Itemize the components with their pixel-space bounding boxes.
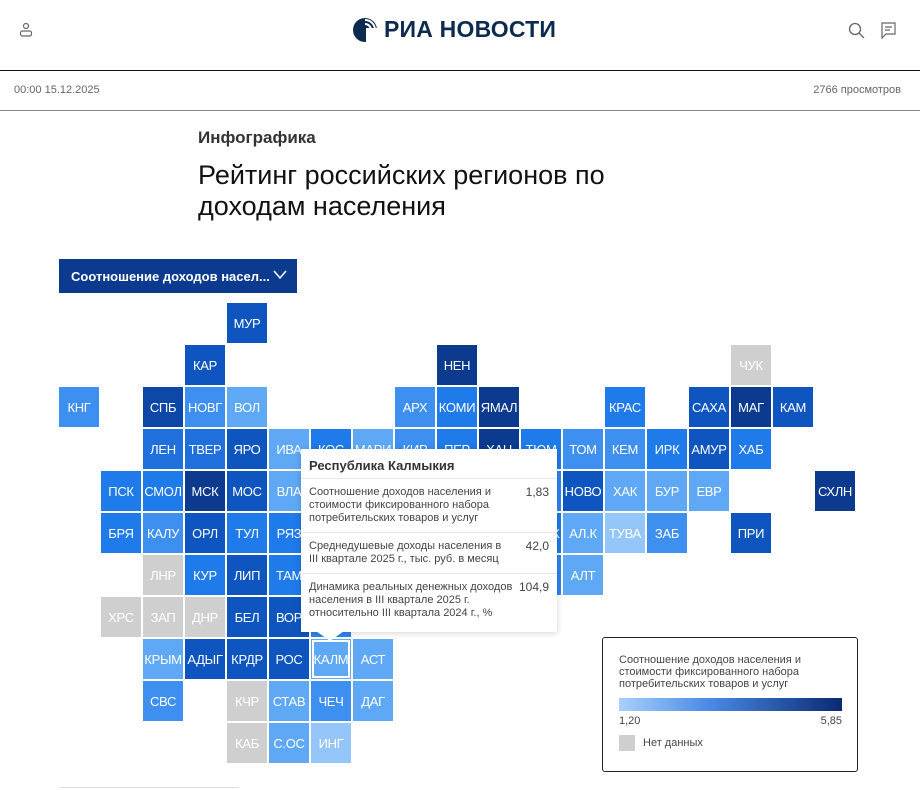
- region-tile[interactable]: ТУЛ: [227, 513, 267, 553]
- legend-gradient-bar: [619, 698, 842, 711]
- region-tile[interactable]: ТУВА: [605, 513, 645, 553]
- tooltip-row-label: Динамика реальных денежных доходов насел…: [309, 581, 513, 619]
- region-tile[interactable]: ХАК: [605, 471, 645, 511]
- region-tile[interactable]: РОС: [269, 639, 309, 679]
- region-tile[interactable]: КРДР: [227, 639, 267, 679]
- region-tile[interactable]: БРЯ: [101, 513, 141, 553]
- search-icon[interactable]: [848, 22, 865, 44]
- region-tile[interactable]: ПРИ: [731, 513, 771, 553]
- region-tile[interactable]: ХАБ: [731, 429, 771, 469]
- tooltip-row: Динамика реальных денежных доходов насел…: [301, 574, 557, 627]
- region-tile[interactable]: АЛТ: [563, 555, 603, 595]
- tooltip-row: Среднедушевые доходы населения в III ква…: [301, 533, 557, 574]
- comments-icon[interactable]: [881, 22, 896, 44]
- region-tile[interactable]: МОС: [227, 471, 267, 511]
- region-tile[interactable]: БЕЛ: [227, 597, 267, 637]
- legend-max: 5,85: [820, 715, 842, 727]
- logo-globe-icon: [353, 17, 378, 43]
- divider: [59, 787, 239, 788]
- region-tile[interactable]: БУР: [647, 471, 687, 511]
- region-tile[interactable]: ЯМАЛ: [479, 387, 519, 427]
- publish-datetime: 00:00 15.12.2025: [14, 84, 100, 96]
- tooltip-row-value: 42,0: [525, 539, 549, 553]
- header-divider: [0, 70, 920, 71]
- region-tile[interactable]: КЧР: [227, 681, 267, 721]
- region-tile[interactable]: ТВЕР: [185, 429, 225, 469]
- region-tile[interactable]: МСК: [185, 471, 225, 511]
- tooltip-row-value: 104,9: [518, 580, 549, 594]
- article-kicker[interactable]: Инфографика: [198, 128, 316, 147]
- region-tile[interactable]: АЛ.К: [563, 513, 603, 553]
- region-tile[interactable]: ОРЛ: [185, 513, 225, 553]
- legend-title: Соотношение доходов населения и стоимост…: [619, 654, 801, 690]
- color-legend: Соотношение доходов населения и стоимост…: [602, 637, 858, 772]
- region-tile[interactable]: АСТ: [353, 639, 393, 679]
- region-tile[interactable]: СВС: [143, 681, 183, 721]
- region-tile[interactable]: ДНР: [185, 597, 225, 637]
- region-tile[interactable]: КОМИ: [437, 387, 477, 427]
- region-tile[interactable]: КРАС: [605, 387, 645, 427]
- tooltip-arrow: [316, 631, 344, 641]
- tooltip-row-label: Соотношение доходов населения и стоимост…: [309, 486, 491, 524]
- indicator-dropdown[interactable]: Соотношение доходов насел...: [59, 259, 297, 293]
- logo-text: РИА НОВОСТИ: [384, 16, 557, 42]
- region-tile[interactable]: КАМ: [773, 387, 813, 427]
- region-tile[interactable]: ТОМ: [563, 429, 603, 469]
- region-tile[interactable]: ЗАП: [143, 597, 183, 637]
- region-tile[interactable]: ЯРО: [227, 429, 267, 469]
- region-tile[interactable]: КАБ: [227, 723, 267, 763]
- tooltip-row-label: Среднедушевые доходы населения в III ква…: [309, 540, 502, 565]
- chevron-down-icon: [273, 270, 287, 280]
- region-tile[interactable]: ЗАБ: [647, 513, 687, 553]
- meta-divider: [0, 110, 920, 111]
- dropdown-selected: Соотношение доходов насел...: [71, 268, 270, 284]
- region-tile[interactable]: МУР: [227, 303, 267, 343]
- logo[interactable]: РИА НОВОСТИ: [352, 16, 556, 43]
- region-tile[interactable]: КЕМ: [605, 429, 645, 469]
- region-tile[interactable]: ВОЛ: [227, 387, 267, 427]
- tooltip-row-value: 1,83: [525, 485, 549, 499]
- region-tile[interactable]: ПСК: [101, 471, 141, 511]
- region-tile[interactable]: САХА: [689, 387, 729, 427]
- region-tile[interactable]: КАР: [185, 345, 225, 385]
- no-data-swatch: [619, 735, 635, 751]
- region-tile[interactable]: НЕН: [437, 345, 477, 385]
- region-tile[interactable]: ЕВР: [689, 471, 729, 511]
- region-tile[interactable]: НОВГ: [185, 387, 225, 427]
- legend-min: 1,20: [619, 715, 641, 727]
- region-tile[interactable]: КАЛМ: [311, 639, 351, 679]
- page-title: Рейтинг российских регионов по доходам н…: [198, 160, 605, 221]
- region-tile[interactable]: СХЛН: [815, 471, 855, 511]
- tooltip-region-name: Республика Калмыкия: [301, 449, 557, 479]
- region-tile[interactable]: ЧЕЧ: [311, 681, 351, 721]
- region-tile[interactable]: АРХ: [395, 387, 435, 427]
- region-tile[interactable]: СМОЛ: [143, 471, 183, 511]
- view-count: 2766 просмотров: [813, 84, 901, 96]
- region-tile[interactable]: ЛЕН: [143, 429, 183, 469]
- region-tile[interactable]: СТАВ: [269, 681, 309, 721]
- region-tile[interactable]: ХРС: [101, 597, 141, 637]
- region-tile[interactable]: ДАГ: [353, 681, 393, 721]
- tooltip-row: Соотношение доходов населения и стоимост…: [301, 479, 557, 533]
- region-tile[interactable]: КРЫМ: [143, 639, 183, 679]
- region-tile[interactable]: СПБ: [143, 387, 183, 427]
- region-tile[interactable]: ЛНР: [143, 555, 183, 595]
- region-tile[interactable]: КНГ: [59, 387, 99, 427]
- region-tooltip: Республика Калмыкия Соотношение доходов …: [301, 449, 557, 632]
- region-tile[interactable]: С.ОС: [269, 723, 309, 763]
- user-icon[interactable]: [18, 22, 34, 43]
- region-tile[interactable]: АМУР: [689, 429, 729, 469]
- region-tile[interactable]: ЧУК: [731, 345, 771, 385]
- region-tile[interactable]: МАГ: [731, 387, 771, 427]
- region-tile[interactable]: ИРК: [647, 429, 687, 469]
- region-tile[interactable]: КУР: [185, 555, 225, 595]
- region-tile[interactable]: КАЛУ: [143, 513, 183, 553]
- region-tile[interactable]: АДЫГ: [185, 639, 225, 679]
- no-data-label: Нет данных: [643, 737, 703, 749]
- region-tile[interactable]: ЛИП: [227, 555, 267, 595]
- region-tile[interactable]: НОВО: [563, 471, 603, 511]
- region-tile[interactable]: ИНГ: [311, 723, 351, 763]
